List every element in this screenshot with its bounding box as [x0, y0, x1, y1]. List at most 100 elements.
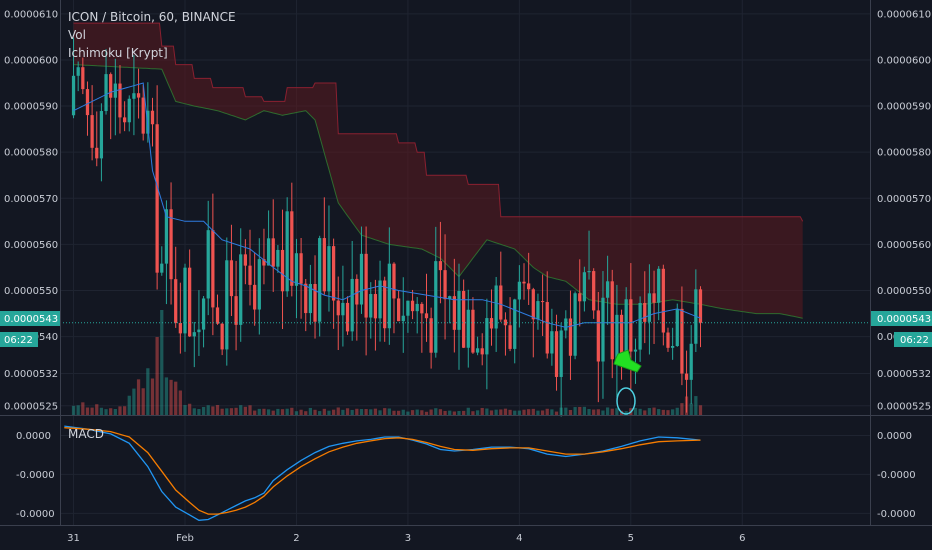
candle-body	[341, 302, 345, 316]
candle-body	[624, 299, 628, 354]
candle-body	[118, 83, 122, 118]
candle-body	[684, 373, 689, 380]
volume-bar	[573, 407, 577, 415]
candle-body	[615, 314, 619, 360]
candle-body	[508, 325, 512, 349]
time-axis[interactable]: 31 Feb 2 3 4 5 6	[67, 533, 745, 544]
volume-bar	[601, 410, 605, 415]
candle-body	[174, 279, 178, 323]
volume-bar	[415, 409, 419, 415]
macd-indicator-label[interactable]: MACD	[68, 427, 104, 441]
volume-bar	[122, 406, 127, 415]
candle-body	[229, 260, 234, 297]
candle-body	[345, 302, 350, 332]
candle-body	[406, 300, 410, 316]
volume-bar	[592, 409, 596, 415]
candle-body	[605, 281, 610, 298]
candle-body	[304, 283, 308, 314]
candle-body	[652, 293, 656, 303]
candle-body	[503, 319, 508, 326]
volume-bar	[350, 409, 354, 415]
candle-body	[513, 299, 517, 349]
volume-bar	[448, 410, 452, 415]
candle-body	[582, 272, 587, 302]
volume-bar	[313, 409, 317, 415]
ichimoku-indicator-label[interactable]: Ichimoku [Krypt]	[68, 46, 168, 60]
volume-bar	[596, 409, 600, 415]
left-price-tag: 0.0000543	[0, 311, 60, 326]
candle-body	[531, 289, 535, 320]
candle-body	[197, 329, 201, 333]
candle-body	[578, 293, 582, 302]
symbol-title[interactable]: ICON / Bitcoin, 60, BINANCE	[68, 10, 236, 24]
candle-body	[294, 253, 299, 286]
volume-bar	[243, 406, 247, 415]
candle-body	[215, 307, 220, 324]
price-tick-label-left: 0.0000532	[4, 369, 58, 380]
candle-body	[480, 348, 484, 355]
volume-bar	[373, 408, 378, 415]
volume-bar	[141, 388, 145, 415]
price-tick-label-right: 0.0000610	[877, 9, 931, 20]
candle-body	[545, 302, 549, 354]
price-tick-label-right: 0.0000600	[877, 55, 931, 66]
candle-body	[178, 322, 182, 334]
candle-body	[127, 98, 131, 123]
volume-bar	[675, 407, 679, 415]
volume-bar	[76, 405, 80, 415]
volume-bar	[392, 410, 396, 415]
candle-body	[410, 300, 415, 312]
candle-body	[452, 296, 456, 330]
volume-bar	[290, 407, 294, 415]
right-countdown-value: 06:22	[900, 335, 929, 346]
volume-bar	[345, 408, 350, 415]
candle-body	[122, 117, 127, 123]
volume-bar	[540, 410, 545, 415]
candle-body	[401, 315, 405, 322]
candle-body	[494, 285, 498, 329]
price-tick-label-left: 0.0000590	[4, 102, 58, 113]
volume-bar	[633, 407, 638, 415]
candle-body	[336, 300, 340, 316]
volume-bar	[118, 406, 122, 415]
volume-bar	[638, 408, 642, 415]
candle-body	[485, 318, 489, 355]
volume-bar	[513, 410, 517, 415]
candle-body	[262, 259, 266, 266]
volume-bar	[406, 411, 410, 415]
candle-body	[559, 330, 563, 377]
volume-bar	[564, 407, 568, 415]
volume-bar	[132, 388, 136, 415]
price-tick-label-left: 0.0000570	[4, 194, 58, 205]
candle-body	[475, 348, 480, 353]
volume-bar	[443, 410, 447, 415]
volume-bar	[410, 410, 415, 415]
candle-body	[527, 283, 531, 290]
volume-bar	[396, 410, 401, 415]
volume-bar	[109, 408, 113, 415]
candle-body	[619, 314, 624, 354]
candle-body	[150, 110, 155, 125]
candle-body	[104, 74, 108, 112]
volume-bar	[160, 310, 164, 415]
volume-bar	[508, 409, 512, 415]
candle-body	[540, 301, 545, 303]
volume-bar	[527, 409, 531, 415]
volume-bar	[127, 395, 131, 415]
candle-body	[71, 75, 76, 116]
candle-body	[99, 111, 104, 159]
macd-tick-label-right: -0.0000	[877, 509, 916, 520]
macd-tick-label-left: -0.0000	[16, 470, 55, 481]
volume-indicator-label[interactable]: Vol	[68, 28, 86, 42]
right-countdown-tag: 06:22	[894, 332, 932, 347]
candle-body	[373, 294, 378, 319]
volume-bar	[201, 406, 206, 415]
price-tick-label-left: 0.0000550	[4, 286, 58, 297]
candle-body	[364, 253, 368, 318]
volume-bar	[90, 407, 94, 415]
volume-bar	[698, 405, 703, 415]
volume-bar	[438, 409, 443, 415]
volume-bar	[568, 410, 573, 415]
left-countdown-value: 06:22	[4, 335, 33, 346]
